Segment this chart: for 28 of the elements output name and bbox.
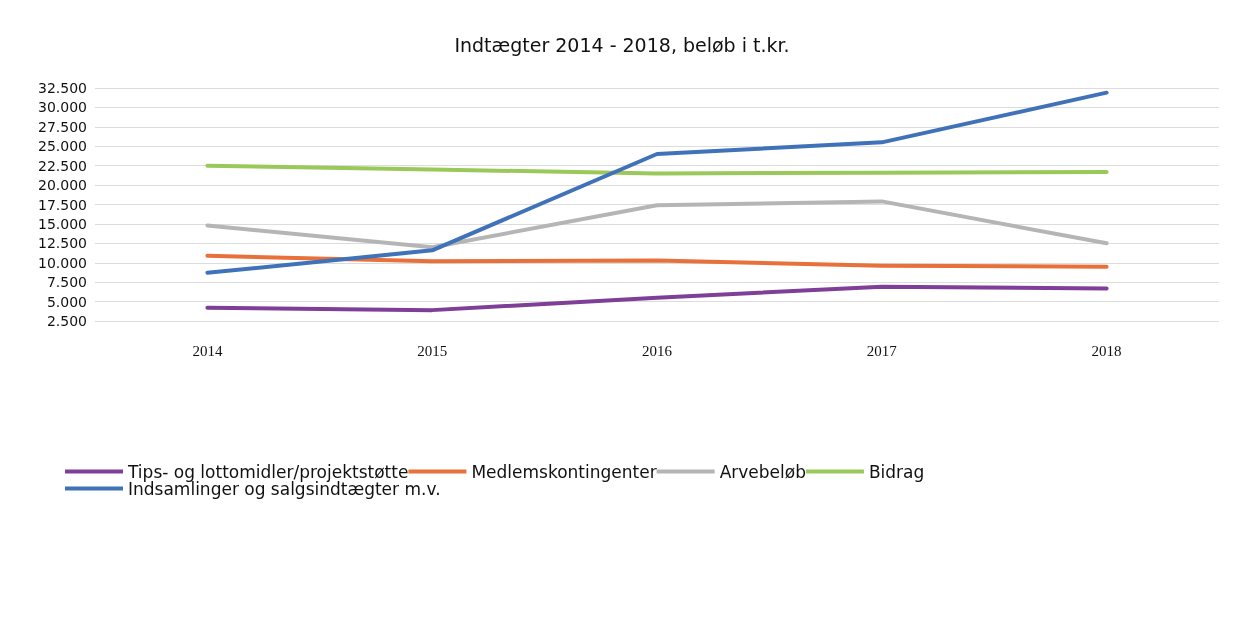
line-series <box>205 90 1109 275</box>
y-tick-label: 17.500 <box>38 196 87 213</box>
y-tick-label: 22.500 <box>38 157 87 174</box>
y-tick-label: 32.500 <box>38 80 87 96</box>
y-tick-label: 25.000 <box>38 138 87 155</box>
x-tick-label: 2015 <box>417 342 448 359</box>
legend-label: Arvebeløb <box>719 461 806 482</box>
chart-title: Indtægter 2014 - 2018, beløb i t.kr. <box>454 33 790 56</box>
x-tick-label: 2017 <box>866 342 898 359</box>
line-series <box>205 199 1109 250</box>
y-tick-label: 15.000 <box>38 215 87 232</box>
x-tick-label: 2018 <box>1091 342 1122 359</box>
legend-label: Bidrag <box>868 461 925 482</box>
y-tick-label: 27.500 <box>38 118 87 135</box>
line-series <box>205 253 1109 269</box>
legend-label: Medlemskontingenter <box>471 461 657 482</box>
y-tick-label: 7.500 <box>46 274 87 291</box>
line-series <box>205 284 1109 313</box>
y-tick-label: 5.000 <box>46 293 87 310</box>
y-tick-label: 12.500 <box>38 235 87 252</box>
x-tick-label: 2016 <box>642 342 673 359</box>
y-tick-label: 2.500 <box>46 313 87 329</box>
x-tick-label: 2014 <box>192 342 223 359</box>
line-series <box>205 163 1109 176</box>
legend-label: Tips- og lottomidler/projektstøtte <box>127 461 409 482</box>
y-tick-label: 10.000 <box>38 254 87 271</box>
y-tick-label: 20.000 <box>38 177 87 194</box>
y-tick-label: 30.000 <box>38 99 87 116</box>
